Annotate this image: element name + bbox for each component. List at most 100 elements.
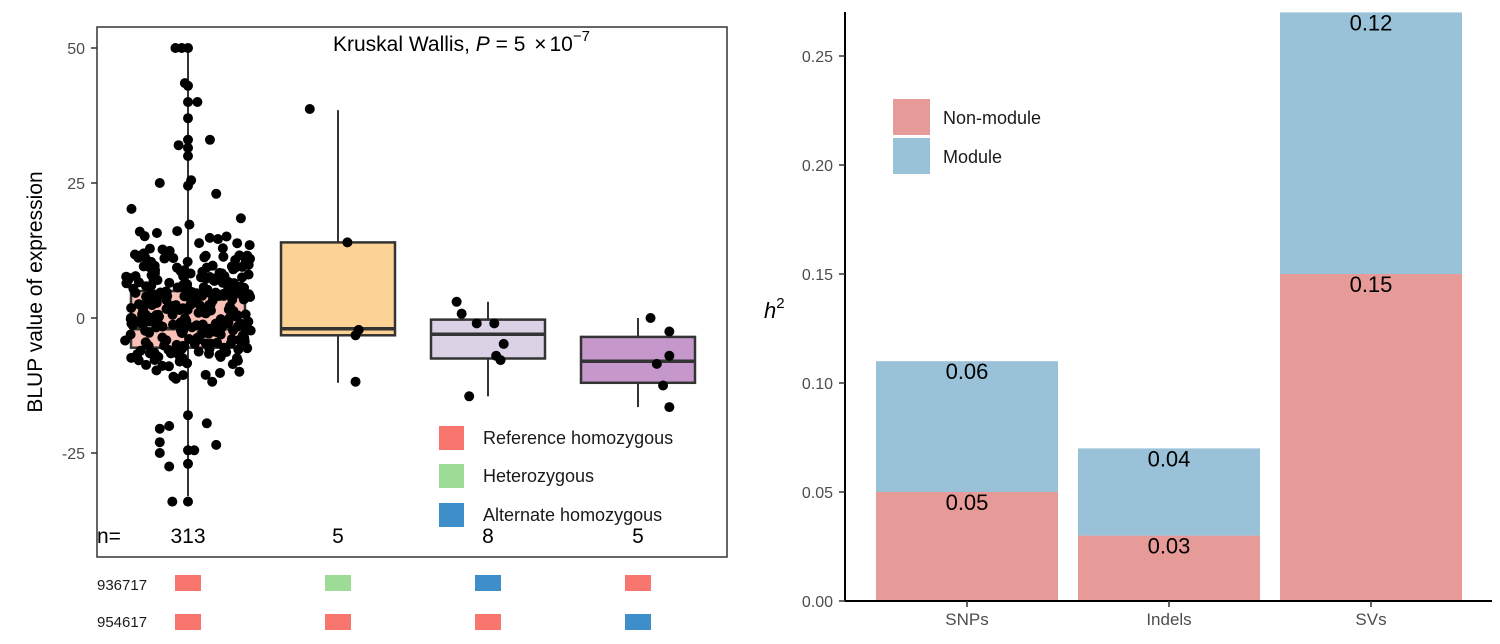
data-point <box>226 334 237 345</box>
data-point <box>218 251 229 262</box>
data-point <box>167 319 178 330</box>
data-point <box>214 291 225 302</box>
data-point <box>120 335 131 346</box>
data-point <box>456 308 467 319</box>
data-point <box>179 313 190 324</box>
data-point <box>154 448 165 458</box>
data-point <box>140 253 151 264</box>
data-point <box>159 340 170 351</box>
data-point <box>211 188 222 199</box>
data-point <box>228 278 239 289</box>
data-point <box>237 272 248 283</box>
data-point <box>230 255 241 266</box>
data-point <box>128 283 139 294</box>
bar-SVs-Non-module <box>1280 274 1462 601</box>
data-point <box>664 326 675 337</box>
legend-label-heterozygous: Heterozygous <box>483 466 594 486</box>
x-tick-label: SNPs <box>945 610 988 629</box>
data-point <box>211 272 222 283</box>
genotype-grid: 936717 954617 <box>97 575 651 631</box>
bar-SVs-Module <box>1280 12 1462 275</box>
module-legend: Non-module Module <box>893 99 1041 174</box>
data-point <box>471 318 482 329</box>
genotype-cell <box>325 614 351 630</box>
h2-label-sup: 2 <box>776 295 784 312</box>
genotype-cell <box>625 575 651 591</box>
legend-label-non-module: Non-module <box>943 108 1041 128</box>
data-point <box>201 418 212 429</box>
data-point <box>140 337 151 348</box>
data-point <box>342 237 353 248</box>
legend-label-module: Module <box>943 147 1002 167</box>
annotation-exponent: −7 <box>573 28 590 45</box>
bar-value-label: 0.12 <box>1350 10 1393 35</box>
data-point <box>178 370 189 381</box>
data-point <box>183 496 193 507</box>
data-point <box>221 347 232 358</box>
boxplot-panel: 50 25 0 -25 BLUP value of expression Kruska… <box>24 26 728 631</box>
data-point <box>157 360 168 371</box>
data-point <box>200 369 211 380</box>
data-point <box>197 266 208 277</box>
bar-value-labels: 0.05 0.06 0.03 0.04 0.15 0.12 <box>946 10 1393 558</box>
data-point <box>141 291 152 302</box>
data-point <box>198 282 209 293</box>
data-point <box>223 304 234 315</box>
legend-swatch-reference <box>439 426 464 450</box>
data-point <box>183 43 193 53</box>
data-point <box>178 325 189 336</box>
legend-swatch-heterozygous <box>439 464 464 488</box>
data-point <box>664 350 675 361</box>
data-point <box>199 326 210 337</box>
annotation-base: 10 <box>549 33 572 56</box>
genotype-row-label-1: 936717 <box>97 577 147 594</box>
data-point <box>304 104 315 115</box>
data-point <box>219 271 230 282</box>
data-point <box>193 346 204 357</box>
h2-axis-label: h2 <box>764 295 785 323</box>
data-point <box>234 366 245 377</box>
data-point <box>498 338 509 349</box>
data-point <box>159 253 170 264</box>
data-point <box>172 226 183 237</box>
annotation-prefix: Kruskal Wallis, <box>333 33 476 56</box>
data-point <box>231 310 242 321</box>
box-group2 <box>279 241 397 337</box>
y-tick-label: 25 <box>67 176 85 193</box>
data-point <box>242 250 253 261</box>
data-point <box>151 296 162 307</box>
data-point <box>138 318 149 329</box>
data-point <box>157 332 168 343</box>
bar-SNPs-Non-module <box>876 492 1058 601</box>
data-point <box>164 421 175 431</box>
data-point <box>244 240 255 251</box>
data-point <box>138 261 149 272</box>
data-point <box>212 337 223 348</box>
x-tick-label: SVs <box>1355 610 1386 629</box>
data-point <box>202 303 213 314</box>
data-point <box>245 291 256 302</box>
data-point <box>350 330 361 341</box>
heritability-panel: 0.05 0.06 0.03 0.04 0.15 0.12 0.00 0.05 0.10 0.1… <box>764 10 1492 629</box>
data-point <box>157 244 168 255</box>
annotation-p: P <box>476 33 490 56</box>
y-axis: 50 25 0 -25 <box>62 41 97 463</box>
h2-x-axis: SNPs Indels SVs <box>945 601 1387 629</box>
data-point <box>451 296 462 307</box>
data-point <box>126 352 137 363</box>
data-point <box>139 231 150 242</box>
data-point <box>183 151 193 161</box>
data-point <box>141 359 152 370</box>
data-point <box>138 302 149 313</box>
data-point <box>126 203 137 214</box>
data-point <box>126 313 137 324</box>
data-point <box>645 313 656 323</box>
data-point <box>175 266 186 277</box>
data-point <box>121 278 132 289</box>
genotype-cell <box>325 575 351 591</box>
data-point <box>183 180 193 191</box>
sample-counts: n= 313 5 8 5 <box>97 525 644 548</box>
data-point <box>233 344 244 355</box>
bar-Indels-Module <box>1078 448 1260 536</box>
